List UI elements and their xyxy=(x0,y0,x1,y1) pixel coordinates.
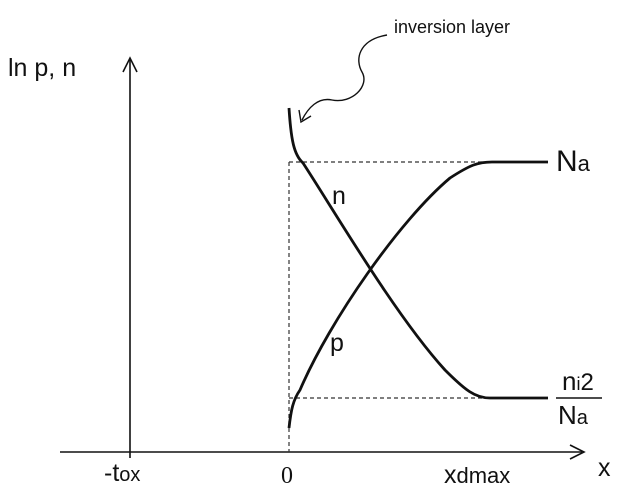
den-sub: a xyxy=(576,407,588,429)
ni-sub: i xyxy=(576,374,581,394)
tox-main: -t xyxy=(104,459,120,487)
na-level-label: Na xyxy=(556,147,590,177)
ni-sup: 2 xyxy=(580,369,594,396)
ni2-numerator: ni2 xyxy=(562,368,594,395)
tox-tick-label: -tox xyxy=(104,461,140,486)
x-axis-arrowhead xyxy=(569,444,586,460)
origin-tick-label: 0 xyxy=(281,463,293,489)
n-curve xyxy=(287,107,548,400)
na-main: N xyxy=(556,145,578,178)
xd-main: x xyxy=(444,461,457,489)
y-axis-arrowhead xyxy=(122,56,138,73)
n-curve-label: n xyxy=(332,182,346,210)
na-sub: a xyxy=(577,151,590,176)
annotation-pointer xyxy=(301,34,388,121)
tox-sub: ox xyxy=(119,464,141,486)
x-axis-label: x xyxy=(598,454,611,482)
ni-main: n xyxy=(562,366,577,396)
p-curve-label: p xyxy=(330,329,344,357)
y-axis-label: ln p, n xyxy=(8,54,77,82)
annotation-arrowhead xyxy=(298,109,312,124)
xdmax-tick-label: xdmax xyxy=(444,463,510,488)
den-main: N xyxy=(558,400,577,430)
annotation-label: inversion layer xyxy=(394,17,511,37)
p-curve xyxy=(287,160,548,429)
xd-sub: dmax xyxy=(456,463,511,488)
ni2-denominator: Na xyxy=(558,402,588,428)
